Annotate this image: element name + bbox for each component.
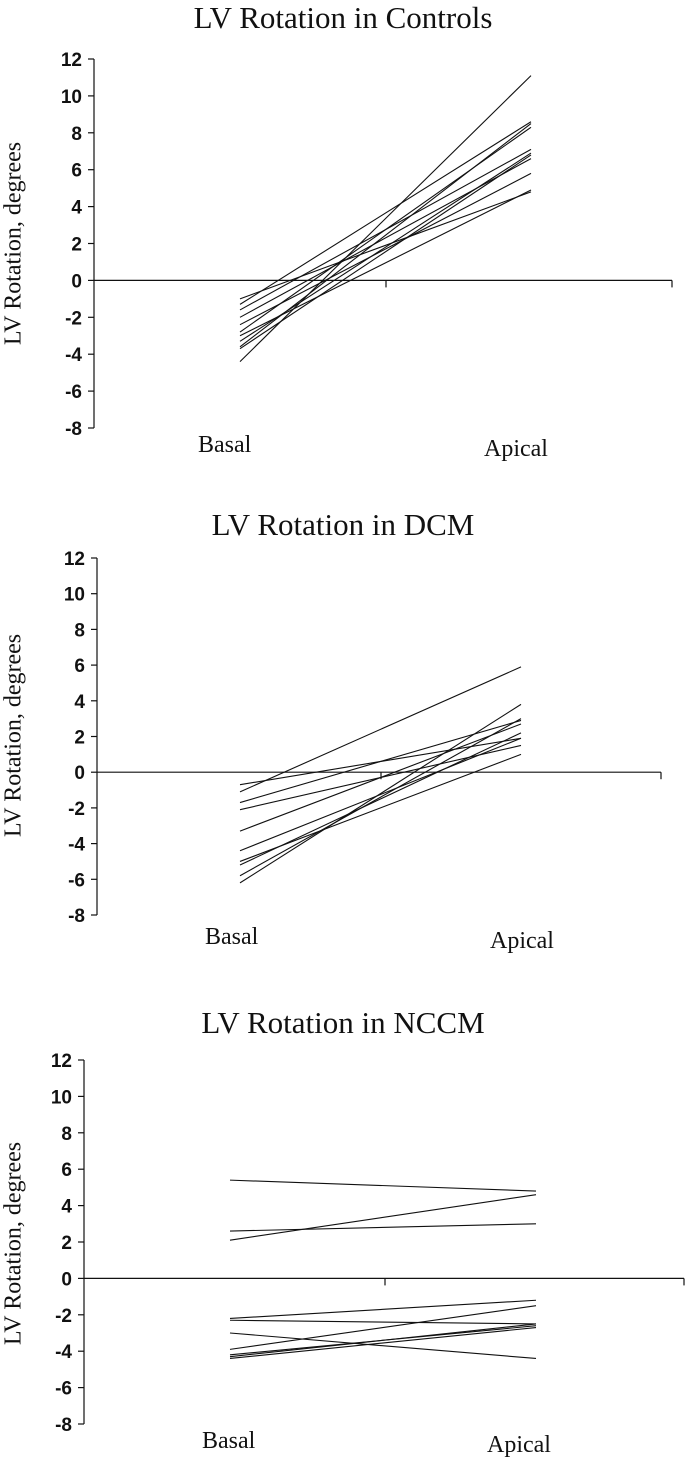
y-tick-label: 4 [61, 1197, 72, 1218]
category-label-apical: Apical [484, 436, 548, 462]
y-tick-label: 2 [74, 728, 85, 749]
chart-svg-controls: 12 10 8 6 4 2 0 -2 -4 -6 -8 [61, 50, 673, 440]
y-axis-label: LV Rotation, degrees [0, 141, 27, 346]
series-line [229, 1179, 537, 1192]
y-tick-label: 0 [74, 763, 85, 784]
series-line [239, 718, 522, 877]
series-line [229, 1326, 537, 1360]
chart-svg-dcm: 12 10 8 6 4 2 0 -2 -4 -6 -8 [64, 549, 662, 927]
chart-title: LV Rotation in NCCM [201, 1005, 485, 1040]
y-tick-label: -2 [65, 308, 82, 329]
y-tick-label: 10 [64, 585, 85, 606]
y-tick-label: 6 [61, 1160, 72, 1181]
series-line [239, 126, 532, 333]
y-tick-label: -4 [55, 1342, 72, 1363]
y-tick-label: -2 [68, 799, 85, 820]
chart-panel-dcm: 12 10 8 6 4 2 0 -2 -4 -6 -8 LV Rotation in DCM LV … [0, 500, 686, 970]
y-tick-label: -4 [65, 345, 82, 366]
series-line [239, 723, 522, 832]
y-tick-label: -8 [65, 419, 82, 440]
chart-panel-nccm: 12 10 8 6 4 2 0 -2 -4 -6 -8 LV Rotation in NCCM LV… [0, 1000, 686, 1476]
series-line [229, 1223, 537, 1232]
y-tick-label: 2 [61, 1233, 72, 1254]
y-tick-label: 4 [71, 198, 82, 219]
chart-title: LV Rotation in DCM [211, 507, 475, 542]
y-tick-label: -4 [68, 835, 85, 856]
series-line [239, 189, 532, 337]
y-tick-label: -6 [55, 1379, 72, 1400]
y-tick-label: -6 [68, 870, 85, 891]
series-line [229, 1194, 537, 1241]
y-tick-label: 4 [74, 692, 85, 713]
series-line [229, 1299, 537, 1319]
y-tick-label: 0 [61, 1269, 72, 1290]
series-line [239, 191, 532, 300]
y-tick-label: 8 [61, 1124, 72, 1145]
series-line [229, 1332, 537, 1360]
category-label-apical: Apical [487, 1432, 551, 1458]
series-line [239, 732, 522, 866]
y-tick-label: -6 [65, 382, 82, 403]
category-label-basal: Basal [205, 924, 259, 950]
series-line [239, 158, 532, 318]
series-line [239, 666, 522, 793]
series-line [239, 719, 522, 804]
y-tick-label: -8 [55, 1415, 72, 1436]
series-line [239, 172, 532, 326]
category-label-basal: Basal [198, 432, 252, 458]
y-tick-label: 6 [74, 656, 85, 677]
series-line [229, 1305, 537, 1350]
series-line [239, 75, 532, 362]
series-line [229, 1319, 537, 1325]
series-line [239, 737, 522, 852]
y-tick-label: 10 [51, 1087, 72, 1108]
y-tick-label: 12 [64, 549, 85, 570]
series-line [229, 1323, 537, 1358]
series-line [239, 703, 522, 884]
y-tick-label: -2 [55, 1306, 72, 1327]
y-tick-label: -8 [68, 906, 85, 927]
chart-panel-controls: 12 10 8 6 4 2 0 -2 -4 -6 -8 LV Rotation in Control… [0, 0, 686, 470]
y-tick-label: 0 [71, 271, 82, 292]
y-axis-label: LV Rotation, degrees [0, 633, 27, 838]
category-label-apical: Apical [490, 928, 554, 954]
y-tick-label: 2 [71, 235, 82, 256]
series-line [239, 154, 532, 350]
series-line [239, 123, 532, 348]
chart-svg-nccm: 12 10 8 6 4 2 0 -2 -4 -6 -8 [51, 1051, 685, 1436]
series-line [239, 121, 532, 305]
category-label-basal: Basal [202, 1428, 256, 1454]
y-tick-label: 12 [51, 1051, 72, 1072]
y-tick-label: 6 [71, 161, 82, 182]
y-tick-label: 12 [61, 50, 82, 71]
y-axis-label: LV Rotation, degrees [0, 1141, 27, 1346]
chart-title: LV Rotation in Controls [193, 0, 493, 35]
y-tick-label: 8 [71, 124, 82, 145]
y-tick-label: 10 [61, 87, 82, 108]
y-tick-label: 8 [74, 620, 85, 641]
